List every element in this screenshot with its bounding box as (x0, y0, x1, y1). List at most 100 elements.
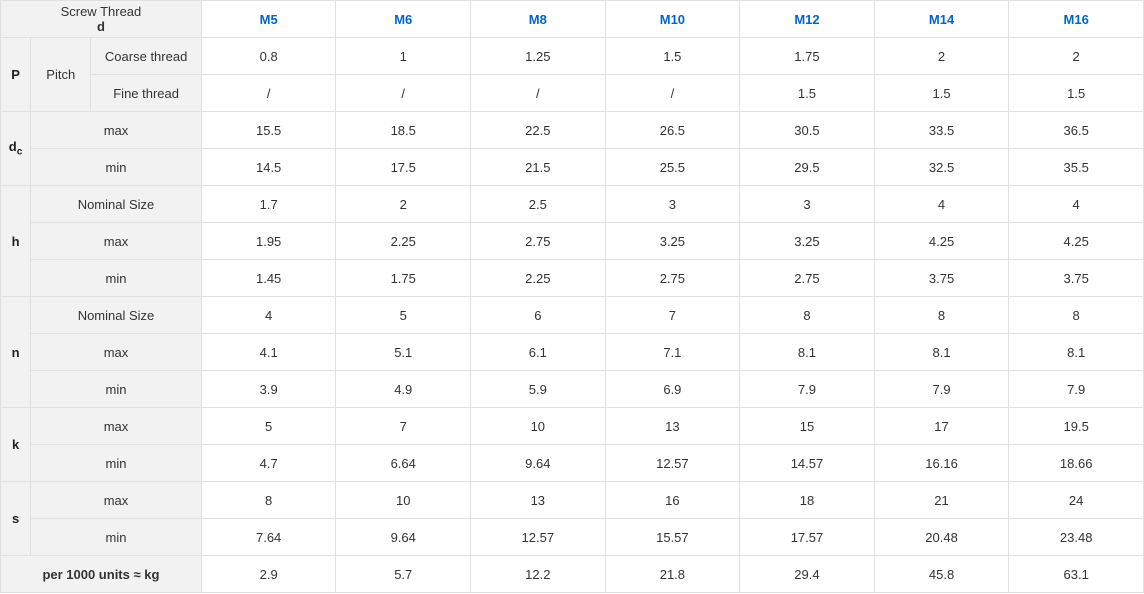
data-cell: 3.25 (605, 223, 740, 260)
data-cell: 29.4 (740, 556, 875, 593)
data-cell: 7.9 (874, 371, 1009, 408)
data-cell: 3.75 (874, 260, 1009, 297)
data-cell: 1.75 (740, 38, 875, 75)
data-cell: 15 (740, 408, 875, 445)
data-cell: 25.5 (605, 149, 740, 186)
group-symbol: s (1, 482, 31, 556)
data-cell: 1 (336, 38, 471, 75)
data-cell: 18 (740, 482, 875, 519)
screw-thread-table: Screw Thread d M5M6M8M10M12M14M16 PPitch… (0, 0, 1144, 593)
data-cell: 7.9 (1009, 371, 1144, 408)
row-label: Fine thread (91, 75, 201, 112)
data-cell: 4.1 (201, 334, 336, 371)
data-cell: 2.75 (740, 260, 875, 297)
data-cell: 4 (874, 186, 1009, 223)
data-cell: 1.75 (336, 260, 471, 297)
data-cell: 7 (336, 408, 471, 445)
footer-label: per 1000 units ≈ kg (1, 556, 202, 593)
data-cell: 5 (336, 297, 471, 334)
data-cell: 21 (874, 482, 1009, 519)
table-row: dcmax15.518.522.526.530.533.536.5 (1, 112, 1144, 149)
data-cell: 7.9 (740, 371, 875, 408)
data-cell: 9.64 (336, 519, 471, 556)
data-cell: 0.8 (201, 38, 336, 75)
data-cell: 2.25 (471, 260, 606, 297)
data-cell: 5 (201, 408, 336, 445)
size-header: M5 (201, 1, 336, 38)
row-label: max (31, 112, 202, 149)
data-cell: 17.5 (336, 149, 471, 186)
data-cell: 2 (336, 186, 471, 223)
footer-row: per 1000 units ≈ kg2.95.712.221.829.445.… (1, 556, 1144, 593)
data-cell: 2.75 (605, 260, 740, 297)
data-cell: / (201, 75, 336, 112)
data-cell: 2.5 (471, 186, 606, 223)
data-cell: 17.57 (740, 519, 875, 556)
data-cell: 2.9 (201, 556, 336, 593)
data-cell: 45.8 (874, 556, 1009, 593)
data-cell: 19.5 (1009, 408, 1144, 445)
data-cell: 22.5 (471, 112, 606, 149)
group-mid-label: Pitch (31, 38, 91, 112)
data-cell: 9.64 (471, 445, 606, 482)
data-cell: 16 (605, 482, 740, 519)
data-cell: 13 (471, 482, 606, 519)
table-row: min1.451.752.252.752.753.753.75 (1, 260, 1144, 297)
data-cell: 5.1 (336, 334, 471, 371)
data-cell: 1.25 (471, 38, 606, 75)
group-symbol: k (1, 408, 31, 482)
data-cell: / (336, 75, 471, 112)
data-cell: 8 (1009, 297, 1144, 334)
data-cell: 6.1 (471, 334, 606, 371)
data-cell: 20.48 (874, 519, 1009, 556)
data-cell: 3 (740, 186, 875, 223)
data-cell: 8.1 (874, 334, 1009, 371)
row-label: max (31, 408, 202, 445)
row-label: min (31, 260, 202, 297)
data-cell: 3 (605, 186, 740, 223)
screw-thread-header: Screw Thread d (1, 1, 202, 38)
data-cell: 18.66 (1009, 445, 1144, 482)
data-cell: 10 (471, 408, 606, 445)
table-header-row: Screw Thread d M5M6M8M10M12M14M16 (1, 1, 1144, 38)
data-cell: 17 (874, 408, 1009, 445)
data-cell: 32.5 (874, 149, 1009, 186)
table-row: nNominal Size4567888 (1, 297, 1144, 334)
data-cell: 4.9 (336, 371, 471, 408)
row-label: max (31, 482, 202, 519)
table-row: max1.952.252.753.253.254.254.25 (1, 223, 1144, 260)
data-cell: 4 (1009, 186, 1144, 223)
data-cell: / (605, 75, 740, 112)
data-cell: 21.8 (605, 556, 740, 593)
row-label: Coarse thread (91, 38, 201, 75)
table-row: max4.15.16.17.18.18.18.1 (1, 334, 1144, 371)
data-cell: 13 (605, 408, 740, 445)
data-cell: 12.57 (471, 519, 606, 556)
data-cell: 4 (201, 297, 336, 334)
table-row: smax8101316182124 (1, 482, 1144, 519)
data-cell: 14.57 (740, 445, 875, 482)
data-cell: 7.1 (605, 334, 740, 371)
data-cell: 24 (1009, 482, 1144, 519)
data-cell: 5.9 (471, 371, 606, 408)
table-row: Fine thread////1.51.51.5 (1, 75, 1144, 112)
size-header: M16 (1009, 1, 1144, 38)
data-cell: / (471, 75, 606, 112)
data-cell: 1.95 (201, 223, 336, 260)
data-cell: 3.25 (740, 223, 875, 260)
data-cell: 63.1 (1009, 556, 1144, 593)
data-cell: 7 (605, 297, 740, 334)
data-cell: 15.5 (201, 112, 336, 149)
data-cell: 15.57 (605, 519, 740, 556)
data-cell: 23.48 (1009, 519, 1144, 556)
screw-thread-label: Screw Thread (5, 4, 197, 19)
d-label: d (5, 19, 197, 34)
table-row: hNominal Size1.722.53344 (1, 186, 1144, 223)
data-cell: 36.5 (1009, 112, 1144, 149)
data-cell: 6.9 (605, 371, 740, 408)
data-cell: 1.7 (201, 186, 336, 223)
data-cell: 14.5 (201, 149, 336, 186)
data-cell: 29.5 (740, 149, 875, 186)
data-cell: 3.9 (201, 371, 336, 408)
data-cell: 3.75 (1009, 260, 1144, 297)
